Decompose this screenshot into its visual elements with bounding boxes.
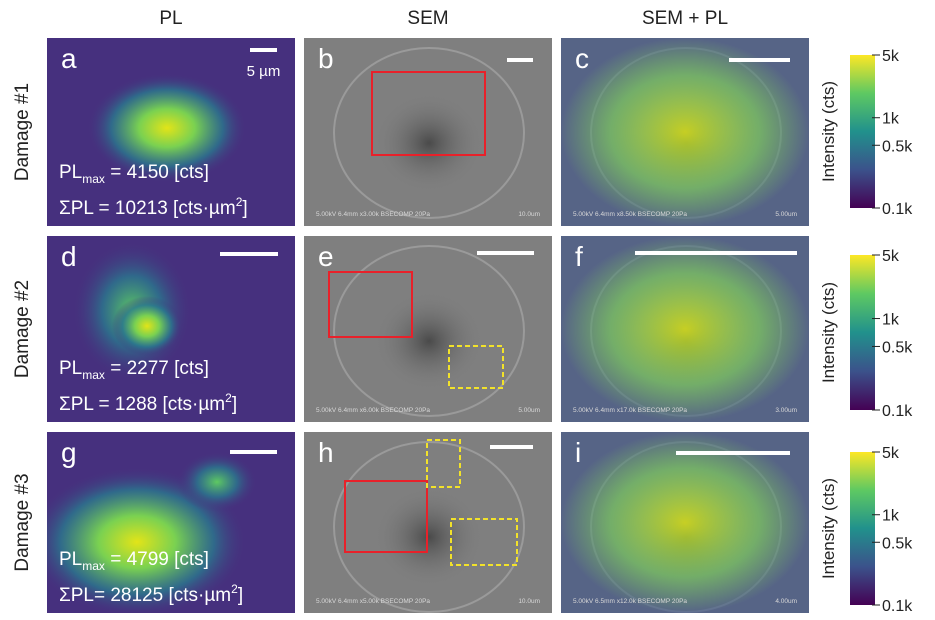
sem-caption: 5.00kV 6.4mm x17.0k BSECOMP 20Pa: [573, 407, 687, 414]
sem-caption: 5.00kV 6.5mm x12.0k BSECOMP 20Pa: [573, 598, 687, 605]
page: PLSEMSEM + PLDamage #15 µmaPLmax = 4150 …: [0, 0, 935, 620]
row-label: Damage #2: [12, 280, 33, 378]
panel: 5.00kV 6.4mm x5.00k BSECOMP 20Pa 10.0um h: [304, 432, 552, 613]
panel-letter: a: [61, 43, 77, 74]
sem-scale-text: 10.0um: [518, 211, 540, 218]
pl-max: PLmax = 4799 [cts]: [59, 549, 209, 573]
sum-pl-close: ]: [242, 198, 247, 219]
colorbar-tick-label: 1k: [882, 508, 900, 525]
panel-letter: b: [318, 43, 334, 74]
sum-pl-value: ΣPL = 1288 [cts·µm: [59, 394, 225, 415]
sem-caption: 5.00kV 6.4mm x5.00k BSECOMP 20Pa: [316, 598, 430, 605]
colorbar-tick-label: 1k: [882, 111, 900, 128]
colorbar-tick-label: 0.1k: [882, 403, 913, 420]
pl-max: PLmax = 4150 [cts]: [59, 162, 209, 186]
crater-core: [374, 93, 484, 193]
panel: 5.00kV 6.4mm x6.00k BSECOMP 20Pa 5.00um e: [304, 236, 552, 422]
pl-max-value: = 2277 [cts]: [105, 358, 209, 379]
scale-label: 5 µm: [247, 63, 281, 80]
sem-scale-text: 10.0um: [518, 598, 540, 605]
panel-letter: h: [318, 437, 334, 468]
panel: g PLmax = 4799 [cts] ΣPL= 28125 [cts·µm2]: [27, 432, 295, 615]
figure: PLSEMSEM + PLDamage #15 µmaPLmax = 4150 …: [0, 0, 935, 615]
colorbar-tick-label: 0.5k: [882, 535, 913, 552]
panel-letter: c: [575, 43, 589, 74]
colorbar: [850, 55, 875, 208]
sum-pl-value: ΣPL= 28125 [cts·µm: [59, 585, 231, 606]
pl-emission: [177, 452, 257, 512]
panel-letter: g: [61, 437, 77, 468]
colorbar-tick-label: 1k: [882, 312, 900, 329]
panel: 5.00kV 6.4mm x3.00k BSECOMP 20Pa 10.0um b: [304, 38, 552, 226]
crater-core: [374, 291, 484, 391]
pl-overlay: [561, 432, 809, 613]
sum-pl-close: ]: [232, 394, 237, 415]
pl-max-value: = 4799 [cts]: [105, 549, 209, 570]
sem-caption: 5.00kV 6.4mm x8.50k BSECOMP 20Pa: [573, 211, 687, 218]
colorbar-label: Intensity (cts): [819, 478, 838, 579]
colorbar-label: Intensity (cts): [819, 81, 838, 182]
sem-scale-text: 3.00um: [775, 407, 797, 414]
panel: 5.00kV 6.4mm x8.50k BSECOMP 20Pa 5.00um c: [561, 38, 809, 226]
row-label: Damage #1: [12, 83, 33, 181]
sem-scale-text: 5.00um: [775, 211, 797, 218]
panel: 5 µm a PLmax = 4150 [cts] ΣPL = 10213 [cts·…: [47, 38, 295, 226]
sum-pl: ΣPL = 1288 [cts·µm2]: [59, 391, 237, 415]
column-header: SEM: [407, 8, 448, 29]
sem-caption: 5.00kV 6.4mm x6.00k BSECOMP 20Pa: [316, 407, 430, 414]
pl-symbol: PL: [59, 549, 82, 570]
sem-scale-text: 5.00um: [518, 407, 540, 414]
pl-max: PLmax = 2277 [cts]: [59, 358, 209, 382]
colorbar-label: Intensity (cts): [819, 282, 838, 383]
pl-symbol: PL: [59, 162, 82, 183]
colorbar: [850, 452, 875, 605]
column-header: PL: [159, 8, 182, 29]
sum-pl: ΣPL= 28125 [cts·µm2]: [59, 582, 243, 606]
pl-subscript: max: [82, 559, 105, 573]
panel-letter: e: [318, 241, 334, 272]
colorbar-tick-label: 5k: [882, 48, 900, 65]
panel: 5.00kV 6.4mm x17.0k BSECOMP 20Pa 3.00um f: [561, 236, 809, 422]
panel-letter: f: [575, 241, 583, 272]
panel: d PLmax = 2277 [cts] ΣPL = 1288 [cts·µm2]: [47, 236, 295, 422]
pl-overlay: [561, 236, 809, 422]
sum-pl-value: ΣPL = 10213 [cts·µm: [59, 198, 236, 219]
colorbar: [850, 255, 875, 410]
pl-max-value: = 4150 [cts]: [105, 162, 209, 183]
pl-symbol: PL: [59, 358, 82, 379]
colorbar-tick-label: 0.1k: [882, 598, 913, 615]
colorbar-tick-label: 0.5k: [882, 339, 913, 356]
pl-overlay: [561, 38, 809, 226]
sum-pl-close: ]: [238, 585, 243, 606]
pl-subscript: max: [82, 368, 105, 382]
crater-core: [374, 487, 484, 587]
pl-subscript: max: [82, 172, 105, 186]
sum-pl: ΣPL = 10213 [cts·µm2]: [59, 195, 248, 219]
sem-scale-text: 4.00um: [775, 598, 797, 605]
sem-caption: 5.00kV 6.4mm x3.00k BSECOMP 20Pa: [316, 211, 430, 218]
colorbar-tick-label: 5k: [882, 248, 900, 265]
colorbar-tick-label: 0.1k: [882, 201, 913, 218]
panel: 5.00kV 6.5mm x12.0k BSECOMP 20Pa 4.00um i: [561, 432, 809, 613]
panel-letter: d: [61, 241, 77, 272]
column-header: SEM + PL: [642, 8, 728, 29]
colorbar-tick-label: 5k: [882, 445, 900, 462]
colorbar-tick-label: 0.5k: [882, 138, 913, 155]
pl-emission: [112, 296, 182, 356]
row-label: Damage #3: [12, 473, 33, 571]
panel-letter: i: [575, 437, 581, 468]
